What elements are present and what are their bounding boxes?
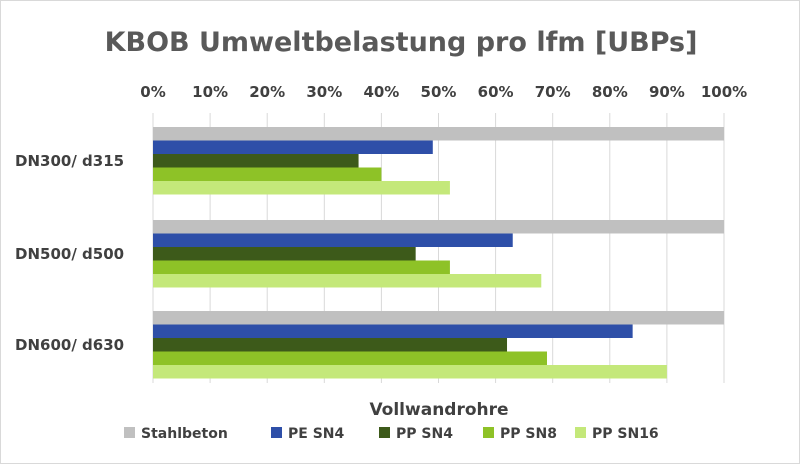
legend-item: Stahlbeton (124, 426, 228, 442)
x-tick-label: 60% (478, 83, 514, 101)
bar-pp-sn4 (153, 338, 508, 352)
x-tick-label: 80% (592, 83, 628, 101)
legend-swatch (271, 427, 282, 438)
category-label: DN600/ d630 (15, 336, 124, 354)
bar-pp-sn16 (153, 274, 542, 288)
x-tick-label: 70% (535, 83, 571, 101)
legend-swatch (483, 427, 494, 438)
x-tick-label: 30% (306, 83, 342, 101)
legend-label: PP SN16 (592, 426, 659, 442)
bars (153, 127, 724, 379)
bar-stahlbeton (153, 127, 724, 141)
legend-item: PE SN4 (271, 426, 344, 442)
legend-swatch (379, 427, 390, 438)
x-tick-label: 40% (363, 83, 399, 101)
bar-pp-sn4 (153, 247, 416, 261)
bar-pp-sn8 (153, 351, 547, 365)
chart-title: KBOB Umweltbelastung pro lfm [UBPs] (105, 27, 698, 58)
legend-item: PP SN8 (483, 426, 557, 442)
category-labels: DN300/ d315 DN500/ d500 DN600/ d630 (15, 152, 124, 354)
legend-item: PP SN16 (575, 426, 659, 442)
legend-swatch (124, 427, 135, 438)
bar-pp-sn4 (153, 154, 359, 168)
bar-pp-sn8 (153, 167, 382, 181)
category-label: DN500/ d500 (15, 245, 124, 263)
x-tick-label: 20% (249, 83, 285, 101)
legend-label: PP SN8 (500, 426, 557, 442)
legend-label: Stahlbeton (141, 426, 228, 442)
x-tick-label: 100% (701, 83, 747, 101)
x-tick-label: 50% (421, 83, 457, 101)
category-label: DN300/ d315 (15, 152, 124, 170)
legend-label: PP SN4 (396, 426, 453, 442)
x-axis-label: Vollwandrohre (369, 400, 508, 420)
x-axis-ticks: 0% 10% 20% 30% 40% 50% 60% 70% 80% 90% 100% (140, 83, 747, 101)
bar-pp-sn16 (153, 365, 667, 379)
bar-pe-sn4 (153, 140, 433, 154)
bar-stahlbeton (153, 311, 724, 325)
legend-swatch (575, 427, 586, 438)
bar-pe-sn4 (153, 233, 513, 247)
bar-pe-sn4 (153, 324, 633, 338)
legend-item: PP SN4 (379, 426, 453, 442)
x-tick-label: 10% (192, 83, 228, 101)
bar-stahlbeton (153, 220, 724, 234)
legend-label: PE SN4 (288, 426, 344, 442)
x-tick-label: 90% (649, 83, 685, 101)
legend: Stahlbeton PE SN4 PP SN4 PP SN8 PP SN16 (124, 426, 659, 442)
bar-pp-sn16 (153, 181, 450, 195)
bar-pp-sn8 (153, 260, 450, 274)
x-tick-label: 0% (140, 83, 165, 101)
